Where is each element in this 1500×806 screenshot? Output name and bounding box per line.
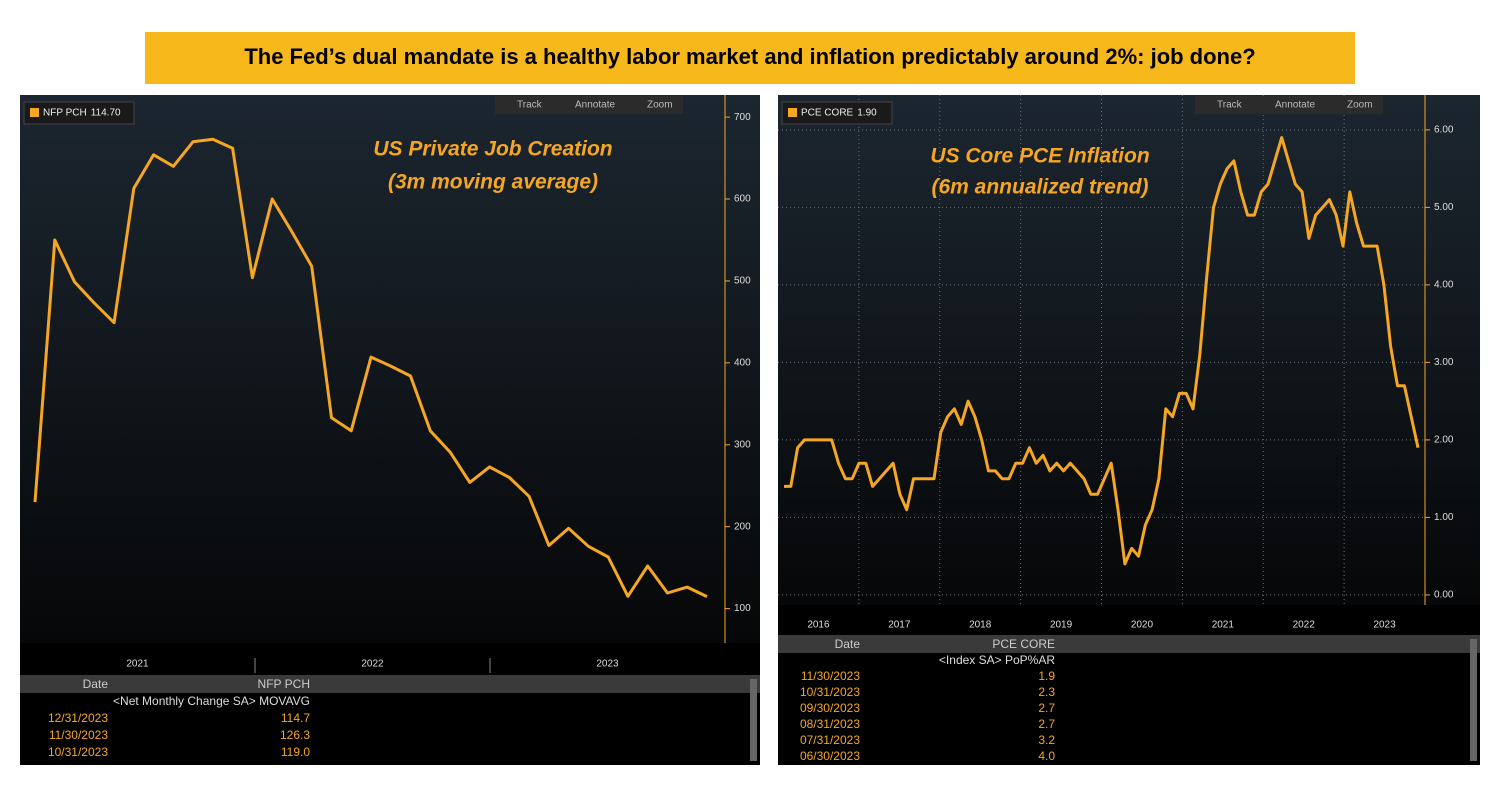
table-value: 2.7 [1038, 717, 1055, 731]
table-date: 06/30/2023 [800, 749, 860, 763]
annotation: US Core PCE Inflation [930, 145, 1149, 168]
legend-value: 114.70 [91, 108, 121, 119]
x-tick-label: 2018 [969, 620, 992, 631]
annotation: (3m moving average) [388, 171, 598, 194]
table-date: 08/31/2023 [800, 717, 860, 731]
x-tick-label: 2023 [596, 659, 619, 670]
y-tick-label: 200 [734, 521, 751, 532]
y-tick-label: 500 [734, 276, 751, 287]
table-date: 07/31/2023 [800, 733, 860, 747]
y-tick-label: 1.00 [1434, 512, 1454, 523]
x-tick-label: 2021 [1212, 620, 1235, 631]
table-date: 10/31/2023 [48, 745, 108, 759]
x-tick-label: 2021 [126, 659, 149, 670]
y-tick-label: 100 [734, 603, 751, 614]
page-title: The Fed’s dual mandate is a healthy labo… [244, 44, 1255, 69]
data-line [784, 136, 1420, 566]
table-header-cell: NFP PCH [258, 677, 310, 691]
table-value: 126.3 [280, 728, 310, 742]
toolbar-button[interactable]: Track [517, 100, 543, 111]
y-tick-label: 400 [734, 357, 751, 368]
toolbar-button[interactable]: Zoom [1347, 100, 1373, 111]
toolbar-button[interactable]: Annotate [1275, 100, 1315, 111]
y-tick-label: 300 [734, 439, 751, 450]
x-tick-label: 2023 [1373, 620, 1396, 631]
toolbar [1195, 96, 1383, 114]
y-tick-label: 4.00 [1434, 280, 1454, 291]
table-value: 4.0 [1038, 749, 1055, 763]
y-tick-label: 0.00 [1434, 590, 1454, 601]
table-date: 11/30/2023 [801, 669, 860, 683]
x-tick-label: 2020 [1131, 620, 1154, 631]
table-value: 2.3 [1038, 685, 1055, 699]
annotation: US Private Job Creation [373, 138, 612, 161]
legend-swatch [30, 108, 39, 117]
legend-box [23, 101, 135, 125]
x-tick-label: 2019 [1050, 620, 1073, 631]
toolbar-button[interactable]: Zoom [647, 100, 673, 111]
scrollbar [750, 679, 757, 761]
chart-background [778, 95, 1480, 605]
legend-name: PCE CORE [801, 108, 854, 119]
y-tick-label: 700 [734, 112, 751, 123]
legend-box [781, 101, 893, 125]
chart-background [20, 95, 760, 643]
legend-swatch [788, 108, 797, 117]
table-value: 2.7 [1038, 701, 1055, 715]
table-header-cell: Date [83, 677, 109, 691]
scrollbar [1470, 639, 1477, 761]
table-background [778, 635, 1480, 765]
table-date: 11/30/2023 [49, 728, 108, 742]
x-axis-band [20, 643, 760, 675]
table-subheader: <Index SA> PoP%AR [939, 653, 1055, 667]
x-tick-label: 2022 [1293, 620, 1316, 631]
table-header [778, 635, 1480, 653]
legend-name: NFP PCH [43, 108, 87, 119]
table-header-cell: PCE CORE [992, 637, 1055, 651]
toolbar-button[interactable]: Track [1217, 100, 1243, 111]
toolbar-button[interactable]: Annotate [575, 100, 615, 111]
y-tick-label: 6.00 [1434, 125, 1454, 136]
title-banner [145, 32, 1355, 84]
y-tick-label: 600 [734, 194, 751, 205]
y-tick-label: 5.00 [1434, 202, 1454, 213]
table-value: 119.0 [281, 745, 310, 759]
x-axis-band [778, 605, 1480, 635]
legend-value: 1.90 [857, 108, 877, 119]
table-value: 114.7 [281, 711, 310, 725]
x-tick-label: 2017 [888, 620, 911, 631]
table-value: 3.2 [1038, 733, 1055, 747]
y-tick-label: 2.00 [1434, 435, 1454, 446]
annotation: (6m annualized trend) [931, 176, 1148, 199]
y-tick-label: 3.00 [1434, 357, 1454, 368]
table-value: 1.9 [1038, 669, 1055, 683]
table-subheader: <Net Monthly Change SA> MOVAVG [113, 694, 310, 708]
table-header [20, 675, 760, 693]
x-tick-label: 2016 [807, 620, 830, 631]
table-date: 10/31/2023 [800, 685, 860, 699]
table-header-cell: Date [835, 637, 861, 651]
toolbar [495, 96, 683, 114]
x-tick-label: 2022 [361, 659, 384, 670]
table-date: 12/31/2023 [48, 711, 108, 725]
data-line [33, 137, 708, 598]
table-date: 09/30/2023 [800, 701, 860, 715]
